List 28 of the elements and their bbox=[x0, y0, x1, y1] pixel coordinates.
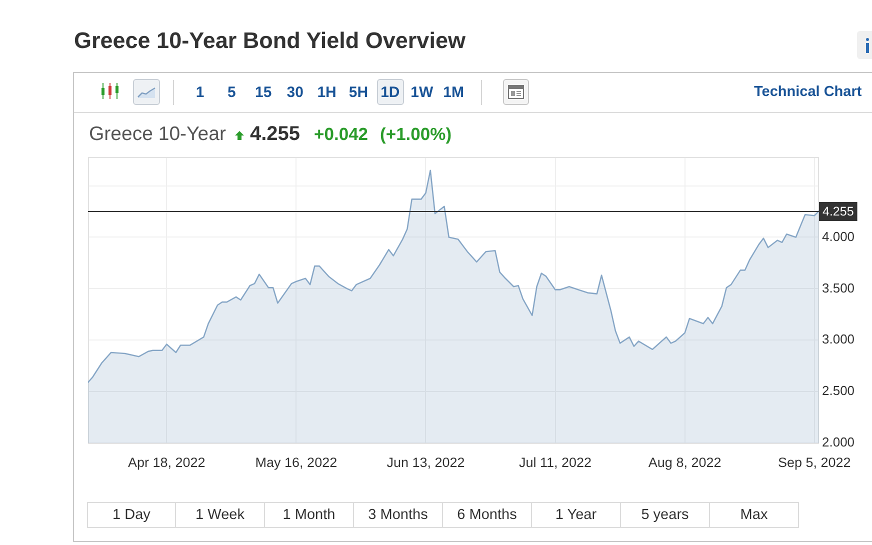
text: +0.042 bbox=[314, 123, 368, 146]
x-tick-label: May 16, 2022 bbox=[255, 454, 338, 470]
text: 30 bbox=[286, 84, 304, 101]
text: 1W bbox=[410, 84, 434, 101]
text: 1M bbox=[443, 84, 464, 101]
text: 1H bbox=[317, 84, 336, 101]
y-tick-label: 2.000 bbox=[822, 434, 855, 450]
y-tick-label: 4.000 bbox=[822, 228, 855, 244]
y-tick-label: 2.500 bbox=[822, 383, 855, 398]
chart-subtitle: Greece 10-Year bbox=[89, 122, 226, 146]
text: Technical Chart bbox=[754, 84, 862, 100]
button-row: 1 Day 1 Week 1 Month 3 Months 6 Months 1 Year 5 years Max bbox=[87, 502, 799, 528]
x-tick-label: Aug 8, 2022 bbox=[648, 454, 722, 470]
ref-line-label: 4.255 bbox=[822, 204, 854, 218]
chart-title: Greece 10-Year Bond Yield Overview bbox=[74, 27, 466, 55]
text: (+1.00%) bbox=[380, 123, 452, 146]
y-tick-label: 3.500 bbox=[822, 280, 855, 296]
y-tick-label: 3.000 bbox=[822, 332, 855, 347]
x-tick-label: Jun 13, 2022 bbox=[386, 454, 465, 470]
x-tick-label: Sep 5, 2022 bbox=[778, 454, 851, 470]
x-tick-label: Jul 11, 2022 bbox=[519, 454, 592, 470]
text: 4.255 bbox=[250, 122, 300, 146]
text: 1 bbox=[196, 84, 204, 101]
text: 5 bbox=[228, 84, 236, 101]
text: 1D bbox=[380, 84, 400, 101]
x-tick-label: Apr 18, 2022 bbox=[128, 454, 206, 470]
text: 5H bbox=[348, 84, 368, 101]
text: 15 bbox=[255, 84, 272, 101]
